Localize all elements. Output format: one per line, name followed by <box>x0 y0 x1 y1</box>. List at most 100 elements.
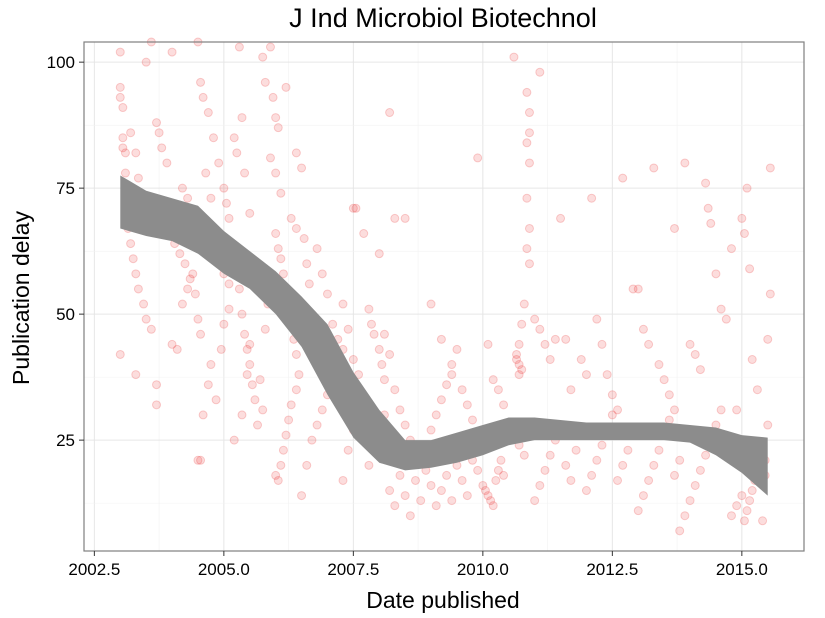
data-point <box>597 440 607 450</box>
data-point <box>685 496 695 506</box>
data-point <box>457 475 467 485</box>
data-point <box>247 380 257 390</box>
data-point <box>680 158 690 168</box>
data-point <box>271 229 281 239</box>
data-point <box>426 425 436 435</box>
data-point <box>385 349 395 359</box>
data-point <box>237 113 247 123</box>
data-point <box>745 264 755 274</box>
data-point <box>278 269 288 279</box>
data-point <box>654 360 664 370</box>
data-point <box>649 163 659 173</box>
data-point <box>701 178 711 188</box>
data-point <box>607 390 617 400</box>
data-point <box>442 470 452 480</box>
data-point <box>556 213 566 223</box>
data-point <box>221 198 231 208</box>
data-point <box>512 349 522 359</box>
data-point <box>131 269 141 279</box>
x-tick-label: 2015.0 <box>716 560 768 579</box>
data-point <box>638 491 648 501</box>
data-point <box>237 410 247 420</box>
data-point <box>120 168 130 178</box>
data-point <box>273 244 283 254</box>
data-point <box>581 486 591 496</box>
data-point <box>670 405 680 415</box>
data-point <box>535 67 545 77</box>
data-point <box>234 42 244 52</box>
data-point <box>765 163 775 173</box>
data-point <box>473 465 483 475</box>
data-point <box>571 445 581 455</box>
data-point <box>317 405 327 415</box>
data-point <box>260 77 270 87</box>
data-point <box>436 486 446 496</box>
data-point <box>685 339 695 349</box>
data-point <box>623 445 633 455</box>
data-point <box>763 420 773 430</box>
data-point <box>695 365 705 375</box>
data-point <box>628 284 638 294</box>
data-point <box>302 460 312 470</box>
data-point <box>467 415 477 425</box>
data-point <box>496 455 506 465</box>
data-point <box>483 339 493 349</box>
data-point <box>711 269 721 279</box>
data-point <box>411 475 421 485</box>
data-point <box>514 339 524 349</box>
data-point <box>141 57 151 67</box>
data-point <box>499 470 509 480</box>
data-point <box>253 420 263 430</box>
data-point <box>491 475 501 485</box>
data-point <box>561 334 571 344</box>
data-point <box>400 213 410 223</box>
data-point <box>237 309 247 319</box>
y-axis-title: Publication delay <box>8 211 34 385</box>
data-point <box>229 133 239 143</box>
data-point <box>431 410 441 420</box>
data-point <box>405 511 415 521</box>
data-point <box>224 304 234 314</box>
data-point <box>185 274 195 284</box>
data-point <box>351 203 361 213</box>
data-point <box>447 360 457 370</box>
data-point <box>273 475 283 485</box>
data-point <box>739 229 749 239</box>
data-point <box>535 480 545 490</box>
data-point <box>359 229 369 239</box>
data-point <box>592 455 602 465</box>
data-point <box>597 339 607 349</box>
data-point <box>379 375 389 385</box>
data-point <box>486 496 496 506</box>
data-point <box>203 380 213 390</box>
data-point <box>245 339 255 349</box>
data-point <box>177 183 187 193</box>
data-point <box>716 304 726 314</box>
data-point <box>390 385 400 395</box>
data-point <box>258 52 268 62</box>
data-point <box>701 450 711 460</box>
data-point <box>198 410 208 420</box>
data-point <box>338 299 348 309</box>
data-point <box>343 445 353 455</box>
data-point <box>540 465 550 475</box>
data-point <box>297 163 307 173</box>
data-point <box>379 329 389 339</box>
data-point <box>690 480 700 490</box>
data-point <box>395 405 405 415</box>
data-point <box>739 516 749 526</box>
data-point <box>514 360 524 370</box>
data-point <box>198 92 208 102</box>
data-point <box>242 370 252 380</box>
data-point <box>519 450 529 460</box>
data-point <box>592 314 602 324</box>
data-point <box>462 400 472 410</box>
data-point <box>607 410 617 420</box>
data-point <box>447 496 457 506</box>
data-point <box>126 128 136 138</box>
data-point <box>670 470 680 480</box>
data-point <box>366 319 376 329</box>
data-point <box>115 82 125 92</box>
data-point <box>214 158 224 168</box>
data-point <box>175 249 185 259</box>
